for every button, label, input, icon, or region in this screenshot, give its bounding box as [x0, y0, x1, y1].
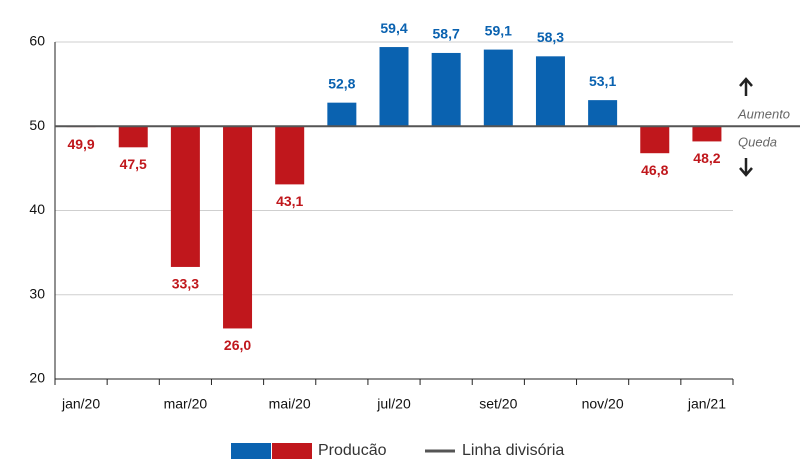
value-label: 59,4 — [380, 20, 407, 36]
value-label: 46,8 — [641, 162, 668, 178]
legend-swatch — [272, 443, 312, 459]
value-label: 49,9 — [67, 136, 94, 152]
x-tick-label: jan/21 — [687, 396, 726, 412]
annotation-up: Aumento — [737, 106, 790, 121]
x-tick-label: nov/20 — [582, 396, 624, 412]
value-label: 47,5 — [120, 156, 147, 172]
value-label: 33,3 — [172, 276, 199, 292]
x-tick-label: jul/20 — [376, 396, 411, 412]
annotation-down: Queda — [738, 134, 777, 149]
bar — [483, 49, 513, 127]
y-tick-label: 60 — [29, 33, 45, 49]
legend-swatch — [231, 443, 271, 459]
bar — [692, 126, 722, 142]
value-label: 43,1 — [276, 193, 303, 209]
bar — [223, 126, 253, 329]
x-tick-label: mai/20 — [269, 396, 311, 412]
y-tick-label: 40 — [29, 201, 45, 217]
arrow-up — [739, 77, 753, 96]
value-label: 26,0 — [224, 337, 251, 353]
value-label: 52,8 — [328, 75, 355, 91]
bar — [535, 56, 565, 127]
y-tick-label: 30 — [29, 285, 45, 301]
y-tick-label: 20 — [29, 370, 45, 386]
bar — [118, 126, 148, 148]
value-label: 48,2 — [693, 150, 720, 166]
bar — [327, 102, 357, 127]
value-label: 58,7 — [433, 26, 460, 42]
value-label: 59,1 — [485, 22, 512, 38]
legend-label: Linha divisória — [462, 442, 564, 459]
arrow-down — [739, 158, 753, 177]
bar — [640, 126, 670, 154]
bar — [170, 126, 200, 267]
bar — [275, 126, 305, 185]
bar — [431, 52, 461, 127]
value-label: 53,1 — [589, 73, 616, 89]
bar — [588, 100, 618, 127]
x-tick-label: set/20 — [479, 396, 517, 412]
y-tick-label: 50 — [29, 117, 45, 133]
legend-label: Producão — [318, 442, 387, 459]
bar — [379, 47, 409, 127]
x-tick-label: jan/20 — [61, 396, 100, 412]
value-label: 58,3 — [537, 29, 564, 45]
x-tick-label: mar/20 — [164, 396, 208, 412]
